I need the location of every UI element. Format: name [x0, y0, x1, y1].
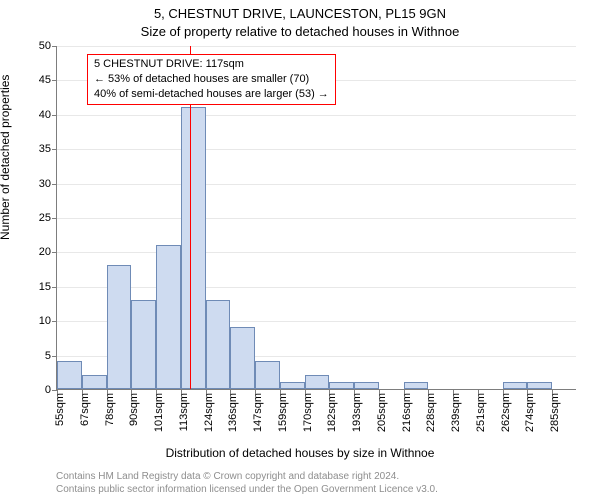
gridline: [57, 287, 576, 288]
gridline: [57, 218, 576, 219]
annotation-box: 5 CHESTNUT DRIVE: 117sqm← 53% of detache…: [87, 54, 336, 105]
annotation-line: 40% of semi-detached houses are larger (…: [94, 87, 329, 102]
histogram-bar: [305, 375, 330, 389]
licence-line-2: Contains public sector information licen…: [56, 484, 438, 497]
x-tick-label: 285sqm: [543, 389, 561, 432]
x-tick-label: 216sqm: [395, 389, 413, 432]
x-tick-label: 193sqm: [345, 389, 363, 432]
x-tick-label: 159sqm: [271, 389, 289, 432]
x-tick-label: 124sqm: [197, 389, 215, 432]
y-tick-label: 30: [39, 178, 57, 190]
x-tick-label: 90sqm: [122, 389, 140, 426]
x-axis-label: Distribution of detached houses by size …: [0, 446, 600, 460]
licence-line-1: Contains HM Land Registry data © Crown c…: [56, 471, 438, 484]
x-tick-label: 239sqm: [444, 389, 462, 432]
y-tick-label: 40: [39, 109, 57, 121]
x-tick-label: 170sqm: [296, 389, 314, 432]
histogram-bar: [131, 300, 156, 389]
histogram-bar: [354, 382, 379, 389]
histogram-bar: [57, 361, 82, 389]
y-tick-label: 15: [39, 281, 57, 293]
gridline: [57, 149, 576, 150]
y-tick-label: 50: [39, 40, 57, 52]
y-tick-label: 45: [39, 74, 57, 86]
gridline: [57, 46, 576, 47]
x-tick-label: 101sqm: [147, 389, 165, 432]
y-tick-label: 35: [39, 143, 57, 155]
histogram-bar: [230, 327, 255, 389]
chart-plot-area: 0510152025303540455055sqm67sqm78sqm90sqm…: [56, 46, 576, 390]
histogram-bar: [181, 107, 206, 389]
gridline: [57, 184, 576, 185]
histogram-bar: [107, 265, 132, 389]
x-tick-label: 55sqm: [48, 389, 66, 426]
histogram-bar: [329, 382, 354, 389]
histogram-bar: [206, 300, 231, 389]
x-tick-label: 147sqm: [246, 389, 264, 432]
x-tick-label: 274sqm: [518, 389, 536, 432]
y-tick-label: 5: [45, 350, 57, 362]
x-tick-label: 262sqm: [494, 389, 512, 432]
y-tick-label: 20: [39, 246, 57, 258]
histogram-bar: [503, 382, 528, 389]
histogram-bar: [404, 382, 429, 389]
histogram-bar: [527, 382, 552, 389]
y-axis-label: Number of detached properties: [0, 75, 12, 240]
chart-subtitle: Size of property relative to detached ho…: [0, 24, 600, 39]
x-tick-label: 67sqm: [73, 389, 91, 426]
gridline: [57, 115, 576, 116]
x-tick-label: 113sqm: [172, 389, 190, 431]
histogram-bar: [255, 361, 280, 389]
x-tick-label: 136sqm: [221, 389, 239, 432]
y-tick-label: 25: [39, 212, 57, 224]
chart-title: 5, CHESTNUT DRIVE, LAUNCESTON, PL15 9GN: [0, 6, 600, 21]
histogram-bar: [280, 382, 305, 389]
histogram-bar: [156, 245, 181, 389]
gridline: [57, 252, 576, 253]
annotation-line: 5 CHESTNUT DRIVE: 117sqm: [94, 57, 329, 72]
licence-text: Contains HM Land Registry data © Crown c…: [56, 471, 438, 496]
y-tick-label: 10: [39, 315, 57, 327]
x-tick-label: 228sqm: [419, 389, 437, 432]
annotation-line: ← 53% of detached houses are smaller (70…: [94, 72, 329, 87]
x-tick-label: 78sqm: [98, 389, 116, 426]
x-tick-label: 182sqm: [320, 389, 338, 432]
histogram-bar: [82, 375, 107, 389]
x-tick-label: 251sqm: [469, 389, 487, 432]
x-tick-label: 205sqm: [370, 389, 388, 432]
